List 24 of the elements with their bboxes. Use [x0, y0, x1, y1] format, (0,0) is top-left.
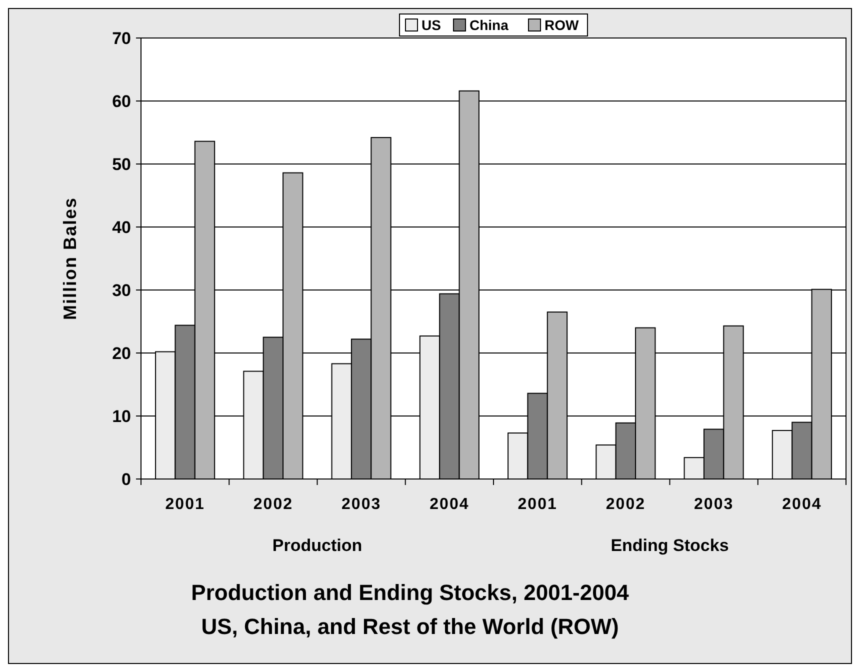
- x-tick-label: 2004: [430, 496, 470, 513]
- y-tick-label: 70: [112, 28, 131, 48]
- y-axis-title: Million Bales: [60, 196, 80, 320]
- x-tick-label: 2003: [694, 496, 734, 513]
- y-tick-label: 40: [112, 218, 131, 237]
- x-tick-label: 2003: [342, 496, 382, 513]
- y-tick-label: 10: [112, 406, 131, 426]
- y-tick-label: 50: [112, 154, 131, 174]
- x-tick-label: 2001: [518, 496, 558, 513]
- text: US, China, and Rest of the World (ROW): [201, 614, 619, 639]
- y-tick-label: 30: [112, 280, 131, 300]
- text: Ending Stocks: [610, 536, 729, 555]
- y-tick-label: 20: [112, 344, 131, 363]
- y-tick-label: 60: [112, 92, 131, 111]
- x-tick-label: 2004: [782, 496, 822, 513]
- legend-label: ROW: [544, 16, 580, 33]
- x-tick-label: 2002: [253, 496, 293, 513]
- text: Production and Ending Stocks, 2001-2004: [191, 580, 630, 605]
- legend-label: US: [422, 16, 441, 33]
- y-tick-label: 0: [122, 470, 131, 489]
- legend-label: China: [470, 16, 509, 33]
- text: Production: [272, 536, 362, 555]
- x-tick-label: 2001: [165, 496, 205, 513]
- x-tick-label: 2002: [606, 496, 646, 513]
